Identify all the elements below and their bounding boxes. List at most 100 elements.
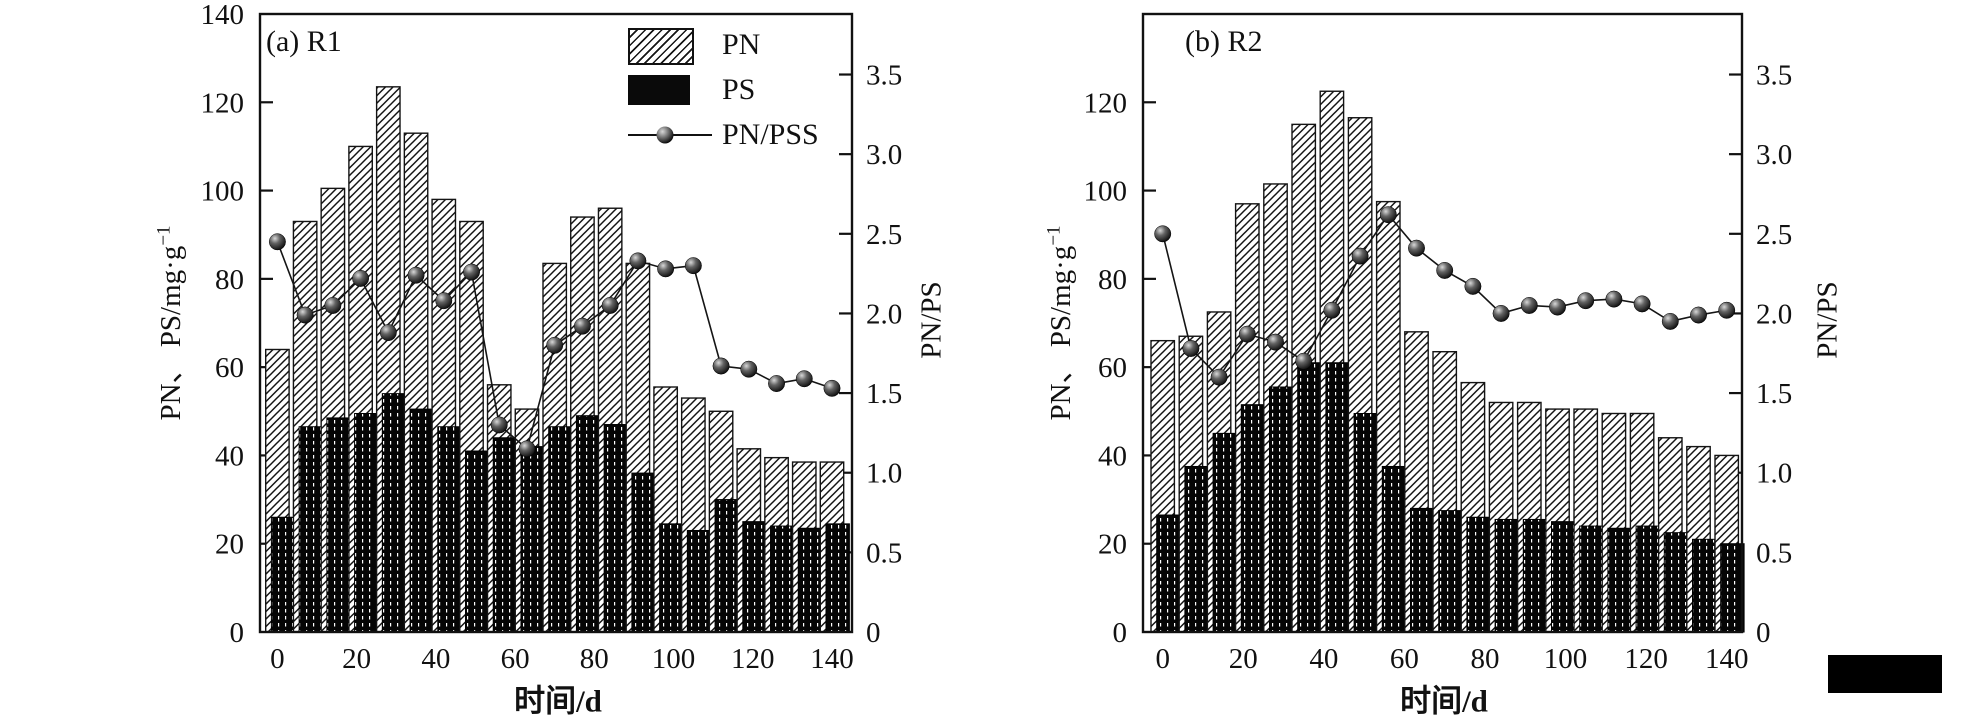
svg-text:0: 0 (1756, 617, 1771, 649)
svg-text:100: 100 (652, 643, 696, 675)
panel-a-x-axis-title: 时间/d (514, 683, 602, 719)
ratio-point (740, 360, 758, 378)
svg-text:20: 20 (342, 643, 371, 675)
svg-text:1.5: 1.5 (1756, 378, 1792, 410)
ratio-point (629, 252, 647, 270)
svg-text:20: 20 (215, 529, 244, 561)
bars (265, 86, 850, 633)
ratio-point (1379, 206, 1397, 224)
ratio-point (684, 257, 702, 275)
panel-a-secondary-y-axis-title: PN/PS (915, 281, 948, 359)
ratio-point (1661, 312, 1679, 330)
legend-item-ratio: PN/PSS (628, 116, 819, 154)
svg-text:120: 120 (731, 643, 775, 675)
svg-text:1.5: 1.5 (866, 378, 902, 410)
ps-bar (1410, 507, 1435, 633)
ratio-point (296, 306, 314, 324)
ratio-point (1295, 352, 1313, 370)
svg-text:20: 20 (1098, 529, 1127, 561)
ps-bar (575, 415, 601, 633)
ratio-point (657, 260, 675, 278)
panel-a-plot: 0 20 40 60 80 100 120 140 0 0.5 1.0 1.5 2.0 2.5 3.0 3.5… (201, 0, 903, 675)
ps-bar (1607, 527, 1632, 633)
ps-bar (1438, 510, 1463, 633)
ratio-point (1351, 247, 1369, 265)
ratio-point (518, 440, 536, 458)
ratio-point (1408, 239, 1425, 257)
svg-text:2.5: 2.5 (1756, 219, 1792, 251)
ratio-point (1633, 295, 1651, 313)
svg-text:40: 40 (421, 643, 450, 675)
ratio-point (1718, 301, 1736, 319)
svg-text:120: 120 (1084, 87, 1128, 119)
ratio-point (1238, 325, 1256, 343)
svg-text:2.5: 2.5 (866, 219, 902, 251)
ratio-point (1464, 277, 1482, 295)
ps-bar (270, 516, 296, 633)
ps-bar (465, 450, 490, 633)
redaction-block (1828, 655, 1942, 693)
ps-bar (1663, 532, 1689, 633)
ps-bar (714, 499, 739, 633)
legend-pn-label: PN (722, 28, 761, 61)
svg-text:20: 20 (1229, 643, 1258, 675)
ps-bar (1325, 362, 1350, 633)
ratio-point (768, 375, 785, 392)
panel-b-title: (b) R2 (1185, 25, 1263, 58)
svg-text:80: 80 (1470, 643, 1499, 675)
ratio-point (379, 324, 397, 342)
ps-bar (1579, 525, 1604, 633)
ps-bar (409, 408, 434, 633)
svg-text:60: 60 (1390, 643, 1419, 675)
pn-hatch-swatch (628, 28, 694, 65)
ratio-point (1323, 301, 1341, 319)
ratio-point (1549, 298, 1566, 316)
ps-bar (770, 525, 795, 633)
ratio-point (823, 379, 841, 397)
svg-text:120: 120 (201, 87, 245, 119)
ps-bar (631, 472, 656, 633)
ps-bar (1466, 516, 1491, 633)
legend-sphere-marker-icon (656, 126, 674, 144)
svg-text:3.0: 3.0 (1756, 139, 1792, 171)
ps-bar (520, 446, 545, 633)
ratio-point (1436, 261, 1454, 279)
bars (1150, 90, 1745, 633)
panel-b-x-axis-title: 时间/d (1400, 683, 1488, 719)
ps-bar (298, 426, 324, 633)
svg-text:3.5: 3.5 (1756, 60, 1792, 92)
ps-bar (1269, 386, 1294, 633)
svg-text:140: 140 (810, 643, 854, 675)
ps-bar (354, 412, 379, 633)
svg-text:3.5: 3.5 (866, 60, 902, 92)
svg-text:0: 0 (1113, 617, 1128, 649)
ps-bar (797, 527, 823, 633)
ratio-point (573, 317, 591, 335)
svg-text:1.0: 1.0 (1756, 458, 1792, 490)
svg-text:0: 0 (866, 617, 881, 649)
svg-text:0: 0 (230, 617, 245, 649)
tick-labels: 0 20 40 60 80 100 120 140 0 0.5 1.0 1.5 2.0 2.5 3.0 3.5… (201, 0, 903, 675)
ps-bar (381, 393, 407, 633)
ratio-point (490, 416, 508, 434)
legend-ratio-label: PN/PSS (722, 118, 819, 151)
plot-frame (258, 12, 854, 634)
ratio-point (601, 297, 619, 314)
ps-bar (825, 523, 850, 633)
ratio-point (1182, 340, 1200, 357)
ratio-points (1154, 206, 1736, 386)
panel-b-y-axis-title: PN、 PS/mg·g−1 (1043, 225, 1077, 421)
ps-bar (1551, 521, 1576, 633)
svg-text:60: 60 (501, 643, 530, 675)
legend-item-ps: PS (628, 71, 819, 109)
legend: PN PS PN/PSS (628, 26, 819, 161)
svg-text:0: 0 (1155, 643, 1170, 675)
ps-bar (548, 426, 573, 633)
ratio-point (1154, 225, 1172, 243)
panel-a-y-axis-title: PN、 PS/mg·g−1 (153, 225, 187, 421)
ratio-point (795, 370, 813, 388)
ps-solid-swatch (628, 75, 690, 105)
ratio-point (546, 336, 564, 354)
